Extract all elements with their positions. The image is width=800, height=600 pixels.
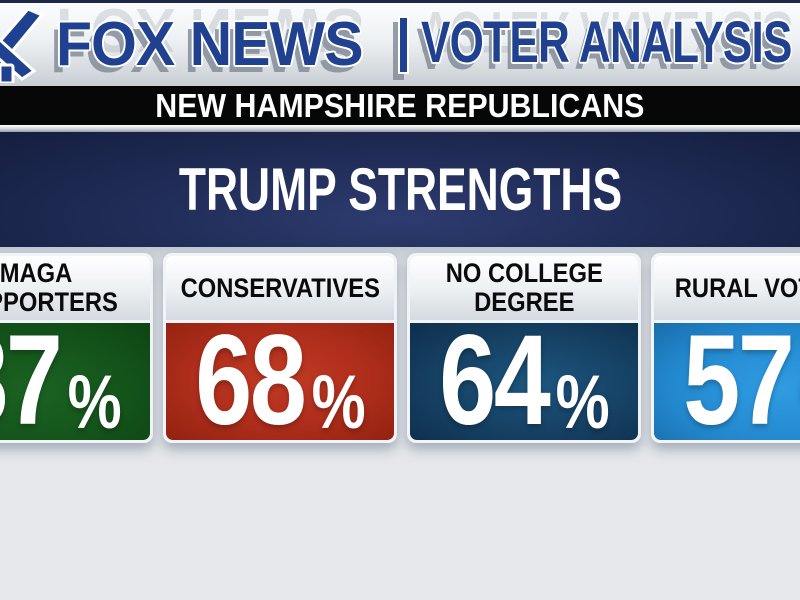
card-label-line1: NO COLLEGE: [445, 258, 603, 289]
card-value-group: 68 %: [194, 309, 366, 453]
brand-logo-text: FOX NEWS: [56, 10, 364, 79]
card-value-group: 64 %: [438, 309, 610, 453]
page-title: TRUMP STRENGTHS: [178, 156, 622, 223]
card-label-line2: SUPPORTERS: [0, 287, 118, 317]
card-label-line1: RURAL VOTERS: [674, 272, 800, 303]
card-label-line1: CONSERVATIVES: [180, 272, 380, 303]
card-value: 64: [438, 309, 551, 453]
subject-banner-text: NEW HAMPSHIRE REPUBLICANS: [155, 86, 645, 124]
card-header: NO COLLEGE DEGREE: [410, 256, 638, 320]
card-value-panel: 87 %: [0, 309, 150, 453]
card-label: MAGA SUPPORTERS: [0, 259, 118, 316]
card-value: 57: [682, 309, 795, 453]
card-label: CONSERVATIVES: [180, 274, 379, 303]
card-header: CONSERVATIVES: [166, 256, 394, 320]
card-value: 68: [194, 309, 307, 453]
percent-sign: %: [67, 360, 122, 446]
cards-area: MAGA SUPPORTERS 87 % CONSERVATIVES 68 %: [0, 247, 800, 600]
card-label: RURAL VOTERS: [674, 274, 800, 303]
card-header: RURAL VOTERS: [654, 256, 800, 320]
section-title-text: VOTER ANALYSIS: [421, 10, 792, 75]
card-label: NO COLLEGE DEGREE: [445, 259, 602, 316]
card-value-panel: 68 %: [166, 309, 394, 453]
card-value-group: 57 %: [682, 309, 800, 453]
stat-card-maga-supporters: MAGA SUPPORTERS 87 %: [0, 253, 153, 453]
masthead-divider: [398, 16, 409, 74]
card-label-line1: MAGA: [0, 258, 73, 289]
card-value: 87: [0, 309, 62, 453]
searchlight-icon: [0, 7, 84, 86]
card-header: MAGA SUPPORTERS: [0, 256, 150, 320]
subject-banner: NEW HAMPSHIRE REPUBLICANS: [0, 86, 800, 125]
percent-sign: %: [311, 360, 366, 446]
stat-card-no-college-degree: NO COLLEGE DEGREE 64 %: [407, 253, 641, 453]
card-label-line2: DEGREE: [473, 287, 575, 317]
stat-card-conservatives: CONSERVATIVES 68 %: [163, 253, 397, 453]
masthead: FOX NEWS VOTER ANALYSIS FOX NEWS VOTER A…: [0, 3, 800, 86]
stat-card-rural-voters: RURAL VOTERS 57 %: [651, 253, 800, 453]
card-value-group: 87 %: [0, 309, 122, 453]
card-value-panel: 57 %: [654, 309, 800, 453]
title-band: TRUMP STRENGTHS: [0, 132, 800, 247]
card-value-panel: 64 %: [410, 309, 638, 453]
percent-sign: %: [555, 360, 610, 446]
silver-divider-strip: [0, 125, 800, 132]
top-border-line: [0, 0, 800, 3]
